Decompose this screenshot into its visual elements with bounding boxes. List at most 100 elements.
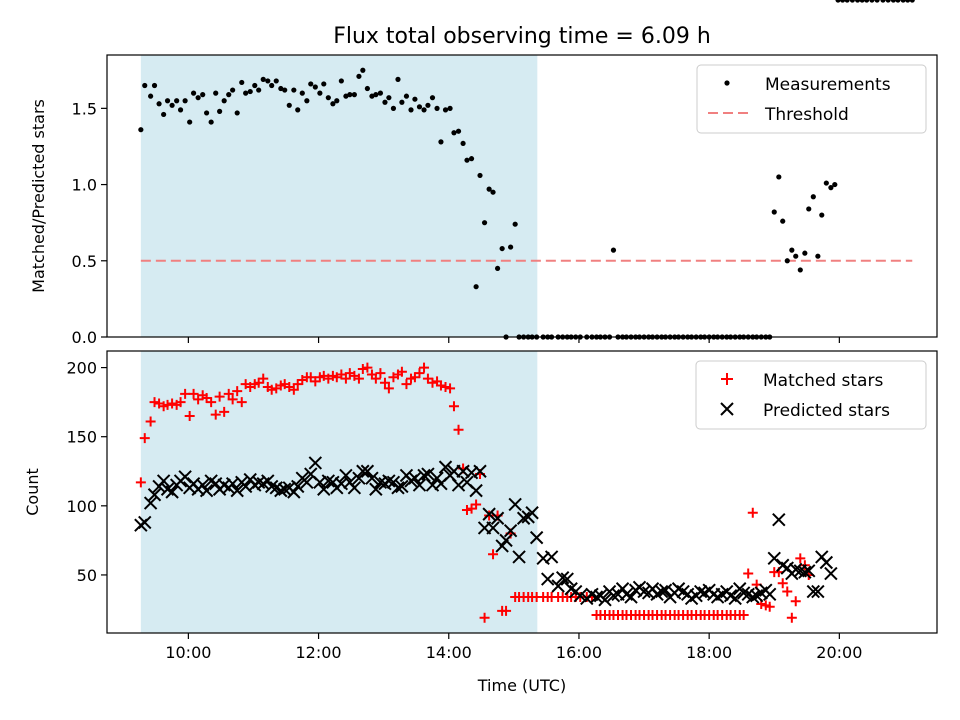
matched-star-point bbox=[375, 368, 386, 379]
matched-star-point bbox=[401, 379, 412, 390]
matched-star-point bbox=[145, 416, 156, 427]
measurement-point bbox=[885, 0, 891, 3]
counts-legend-box bbox=[695, 360, 927, 430]
matched-star-point bbox=[764, 601, 775, 612]
predicted-star-point bbox=[508, 497, 522, 512]
measurement-point bbox=[835, 0, 841, 3]
measurement-point bbox=[195, 95, 201, 101]
matched-star-point bbox=[795, 553, 806, 564]
measurement-point bbox=[308, 81, 314, 87]
measurement-point bbox=[447, 105, 453, 111]
measurement-point bbox=[174, 98, 180, 104]
measurement-point bbox=[226, 92, 232, 98]
measurement-point bbox=[806, 206, 812, 212]
matched-star-point bbox=[383, 383, 394, 394]
predicted-star-point bbox=[369, 482, 383, 496]
measurement-point bbox=[239, 79, 245, 86]
measurement-point bbox=[776, 174, 782, 180]
measurement-point bbox=[869, 0, 875, 3]
predicted-star-point bbox=[360, 464, 375, 478]
measurement-point bbox=[282, 87, 288, 93]
predicted-star-point bbox=[473, 464, 487, 478]
matched-star-point bbox=[777, 578, 788, 589]
measurement-point bbox=[148, 93, 154, 99]
measurement-point bbox=[351, 92, 357, 98]
matched-star-point bbox=[288, 384, 299, 395]
measurement-point bbox=[840, 0, 846, 3]
y-tick-label: 1.5 bbox=[72, 99, 97, 118]
x-axis-label: Time (UTC) bbox=[477, 676, 566, 695]
ratio-y-axis-label: Matched/Predicted stars bbox=[29, 99, 48, 293]
measurement-point bbox=[213, 90, 219, 96]
measurement-point bbox=[247, 88, 253, 95]
predicted-star-point bbox=[347, 481, 362, 495]
y-tick-label: 0.0 bbox=[72, 328, 97, 347]
predicted-star-point bbox=[430, 471, 444, 485]
matched-star-point bbox=[427, 377, 438, 388]
measurement-point bbox=[360, 67, 366, 73]
measurement-point bbox=[138, 127, 144, 133]
predicted-star-point bbox=[529, 530, 544, 545]
measurement-point bbox=[895, 0, 901, 3]
matched-star-point bbox=[162, 399, 173, 410]
measurement-point bbox=[187, 119, 193, 125]
matched-star-point bbox=[782, 586, 793, 597]
legend-matched-label: Matched stars bbox=[763, 371, 883, 391]
measurement-point bbox=[221, 98, 227, 104]
legend-measurements-label: Measurements bbox=[765, 75, 891, 95]
matched-star-point bbox=[180, 388, 191, 399]
x-tick-label: 20:00 bbox=[816, 643, 862, 662]
matched-star-point bbox=[786, 612, 797, 623]
predicted-star-point bbox=[736, 586, 751, 600]
measurement-point bbox=[278, 85, 284, 92]
ratio-legend: Measurements Threshold bbox=[696, 64, 927, 134]
matched-star-point bbox=[396, 366, 407, 377]
predicted-star-point bbox=[469, 483, 483, 498]
measurement-point bbox=[468, 156, 475, 162]
measurement-point bbox=[425, 102, 431, 108]
measurement-point bbox=[797, 267, 803, 273]
measurement-point bbox=[273, 78, 279, 84]
measurement-point bbox=[142, 82, 148, 89]
matched-star-point bbox=[357, 363, 368, 374]
predicted-star-point bbox=[264, 479, 279, 494]
predicted-star-point bbox=[658, 583, 673, 597]
measurement-point bbox=[823, 180, 829, 186]
measurement-point bbox=[156, 101, 162, 107]
predicted-star-point bbox=[516, 511, 531, 525]
measurement-point bbox=[874, 0, 880, 3]
matched-star-point bbox=[440, 381, 451, 392]
ratio-panel-frame bbox=[106, 54, 938, 338]
predicted-star-point bbox=[495, 539, 509, 553]
matched-stars-points bbox=[136, 363, 814, 623]
matched-star-point bbox=[435, 380, 446, 391]
legend-predicted-marker bbox=[720, 402, 734, 416]
chart-title: Flux total observing time = 6.09 h bbox=[333, 24, 711, 49]
matched-star-point bbox=[370, 373, 381, 384]
matched-star-point bbox=[139, 433, 150, 444]
matched-star-point bbox=[227, 394, 238, 405]
measurement-point bbox=[208, 119, 214, 125]
measurement-point bbox=[499, 245, 505, 252]
predicted-star-point bbox=[165, 485, 179, 499]
matched-star-point bbox=[219, 406, 230, 417]
predicted-star-point bbox=[412, 478, 427, 492]
matched-star-point bbox=[175, 397, 186, 408]
measurement-point bbox=[429, 95, 436, 101]
measurement-point bbox=[451, 130, 457, 136]
measurement-point bbox=[434, 105, 440, 111]
matched-star-point bbox=[461, 504, 472, 515]
predicted-star-point bbox=[654, 584, 669, 599]
predicted-star-point bbox=[598, 593, 612, 607]
measurement-point bbox=[399, 99, 405, 105]
y-tick-label: 100 bbox=[66, 497, 97, 516]
predicted-star-point bbox=[728, 591, 742, 606]
matched-star-point bbox=[488, 549, 499, 560]
measurement-point bbox=[784, 258, 790, 264]
predicted-star-point bbox=[147, 488, 162, 502]
predicted-star-point bbox=[811, 584, 825, 599]
predicted-star-point bbox=[365, 471, 379, 485]
x-tick-label: 14:00 bbox=[426, 643, 472, 662]
measurement-point bbox=[304, 98, 310, 104]
